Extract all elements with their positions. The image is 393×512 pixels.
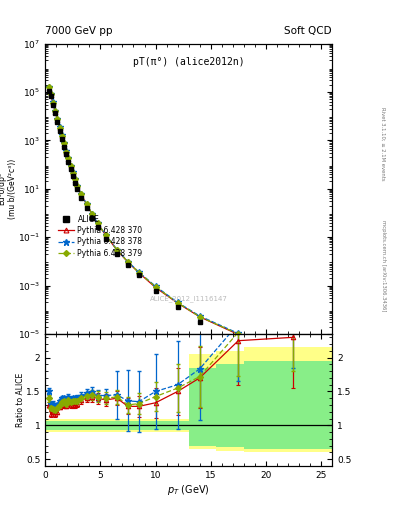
Text: pT(π°) (alice2012n): pT(π°) (alice2012n) — [133, 57, 244, 67]
Text: Rivet 3.1.10; ≥ 2.1M events: Rivet 3.1.10; ≥ 2.1M events — [381, 106, 386, 180]
Text: 7000 GeV pp: 7000 GeV pp — [45, 26, 113, 36]
Y-axis label: Ratio to ALICE: Ratio to ALICE — [16, 373, 25, 427]
Text: mcplots.cern.ch [arXiv:1306.3436]: mcplots.cern.ch [arXiv:1306.3436] — [381, 221, 386, 312]
Text: ALICE_2012_I1116147: ALICE_2012_I1116147 — [150, 296, 228, 303]
Legend: ALICE, Pythia 6.428 370, Pythia 6.428 378, Pythia 6.428 379: ALICE, Pythia 6.428 370, Pythia 6.428 37… — [58, 215, 143, 258]
Text: Soft QCD: Soft QCD — [285, 26, 332, 36]
Y-axis label: Ed³σ/dp³
(mu b/(GeV²c³)): Ed³σ/dp³ (mu b/(GeV²c³)) — [0, 159, 17, 219]
X-axis label: $\mathit{p}_T$ (GeV): $\mathit{p}_T$ (GeV) — [167, 482, 210, 497]
